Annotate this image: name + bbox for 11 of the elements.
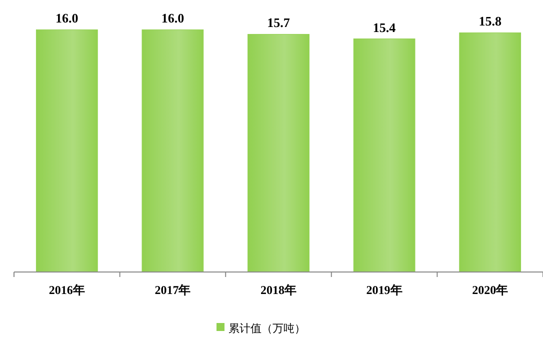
data-label: 16.0 [56,10,78,26]
x-tick-label: 2017年 [154,283,191,297]
x-tick-label: 2018年 [260,283,296,297]
data-label: 15.4 [372,20,396,35]
x-tick-label: 2019年 [366,283,402,297]
legend-label: 累计值（万吨） [228,322,306,335]
x-tick-label: 2020年 [472,283,508,297]
data-label: 15.8 [478,14,502,29]
data-label: 15.7 [267,15,290,30]
data-label: 16.0 [161,10,184,26]
x-tick-label: 2016年 [48,283,85,297]
